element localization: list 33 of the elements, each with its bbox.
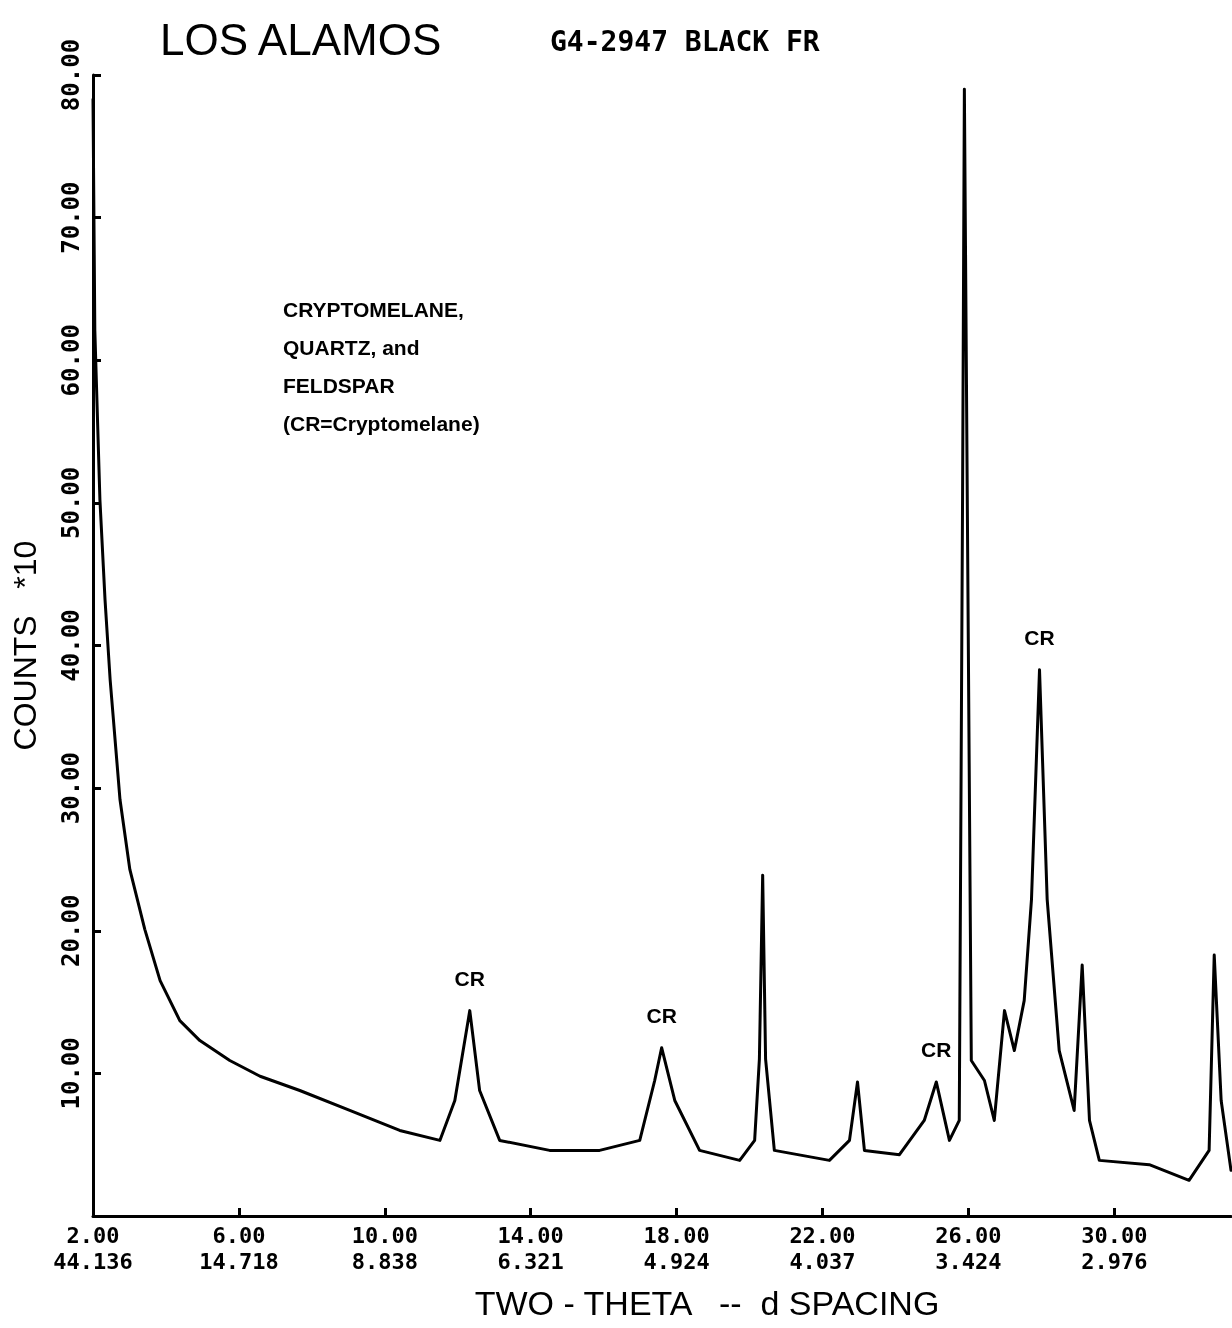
- x-tick-label: 30.00: [1081, 1222, 1148, 1248]
- x-tick-label: 22.00: [789, 1222, 856, 1248]
- x-tick-label: 14.00: [497, 1222, 564, 1248]
- text: 44.136: [53, 1248, 133, 1274]
- x-tick-label: 18.00: [643, 1222, 710, 1248]
- y-tick-label: 50.00: [57, 466, 85, 539]
- annotation: CR: [454, 966, 485, 990]
- text: 3.424: [935, 1248, 1002, 1274]
- annotation: CR: [921, 1037, 952, 1061]
- y-tick-label: 30.00: [57, 752, 85, 825]
- y-axis-title: COUNTS *10: [7, 540, 43, 751]
- text: 8.838: [351, 1248, 418, 1274]
- y-tick-label: 20.00: [57, 894, 85, 967]
- x-tick-label: 10.00: [351, 1222, 418, 1248]
- x-axis-title: TWO - THETA -- d SPACING: [474, 1284, 940, 1322]
- chart-subtitle: G4-2947 BLACK FR: [550, 24, 820, 58]
- annotation: CR: [1024, 625, 1055, 649]
- x-tick-label: 26.00: [935, 1222, 1002, 1248]
- annotation: CRYPTOMELANE, QUARTZ, and FELDSPAR (CR=Cryptomelane): [283, 297, 480, 435]
- x-tick-label: 2.00: [66, 1222, 120, 1248]
- text: 14.718: [199, 1248, 279, 1274]
- text: 2.976: [1081, 1248, 1148, 1274]
- text: 4.037: [789, 1248, 856, 1274]
- annotation: CR: [646, 1003, 677, 1027]
- y-tick-label: 10.00: [57, 1037, 85, 1110]
- text: 6.321: [497, 1248, 564, 1274]
- chart-title: LOS ALAMOS: [160, 14, 442, 64]
- y-tick-label: 40.00: [57, 609, 85, 682]
- text: 4.924: [643, 1248, 710, 1274]
- y-tick-label: 60.00: [57, 324, 85, 397]
- y-tick-label: 70.00: [57, 181, 85, 254]
- y-tick-label: 80.00: [57, 38, 85, 112]
- x-tick-label: 6.00: [212, 1222, 266, 1248]
